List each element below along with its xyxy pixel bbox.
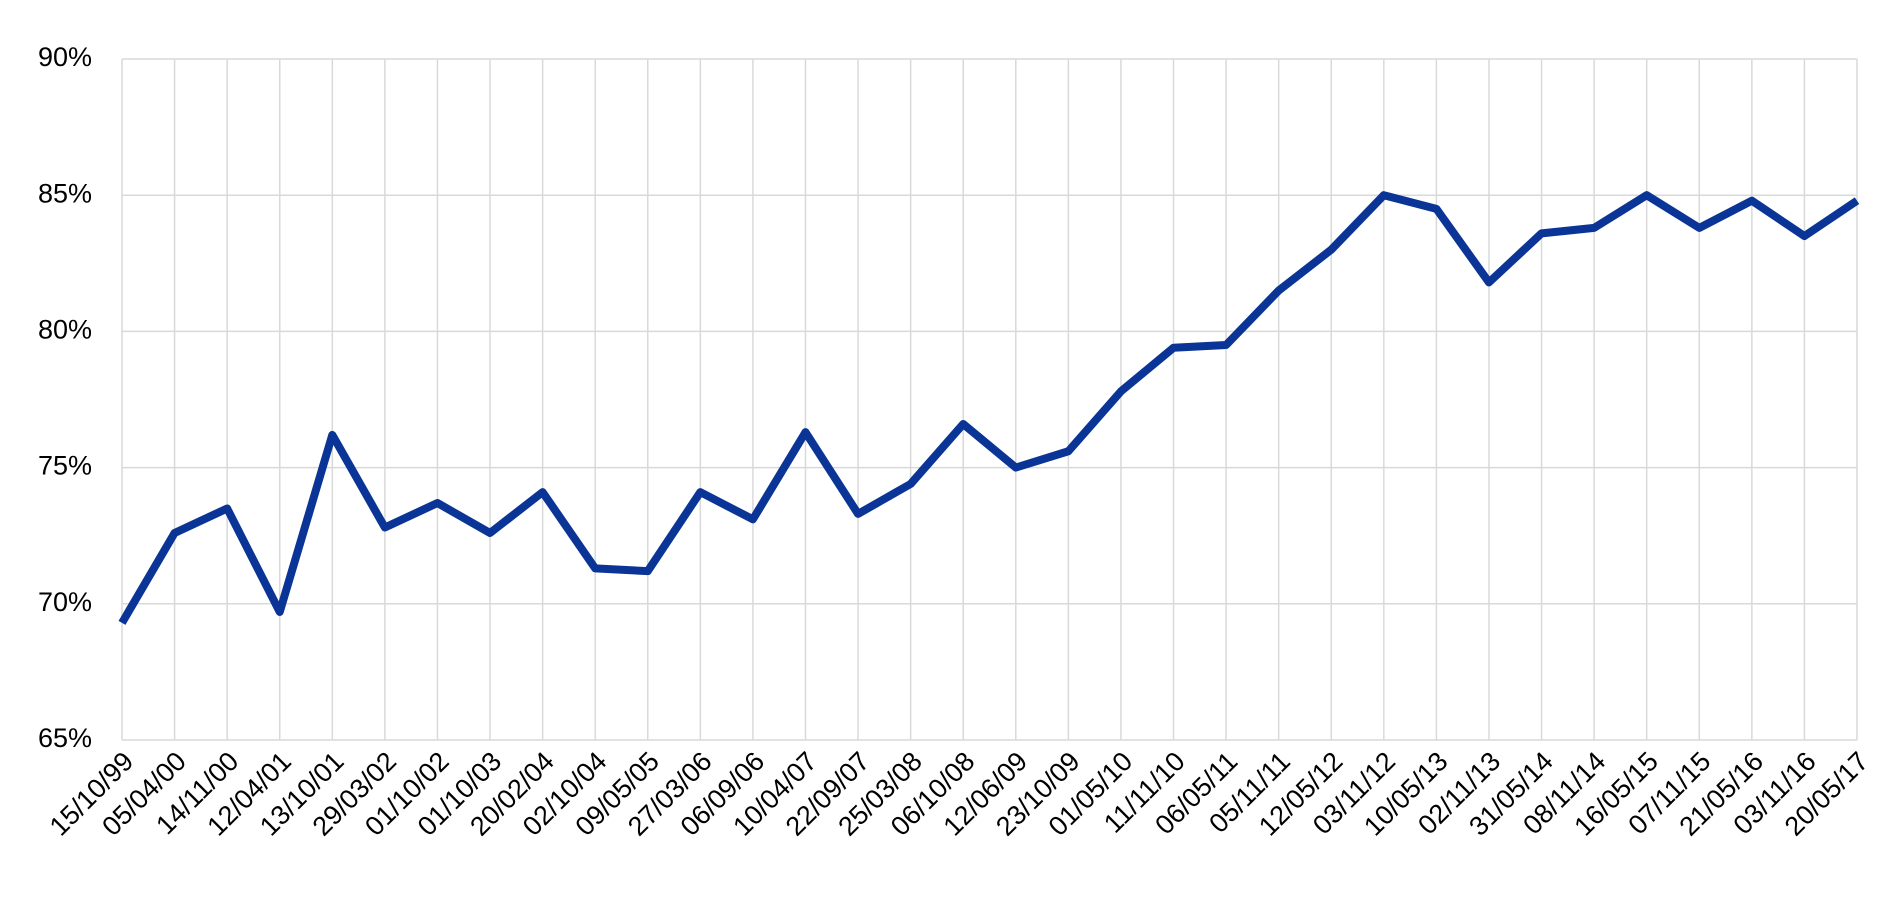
y-tick-label: 90% xyxy=(38,42,92,72)
y-tick-label: 70% xyxy=(38,587,92,617)
y-tick-label: 85% xyxy=(38,178,92,208)
y-tick-label: 65% xyxy=(38,723,92,753)
y-tick-label: 75% xyxy=(38,451,92,481)
y-tick-label: 80% xyxy=(38,315,92,345)
data-line xyxy=(118,191,1860,625)
